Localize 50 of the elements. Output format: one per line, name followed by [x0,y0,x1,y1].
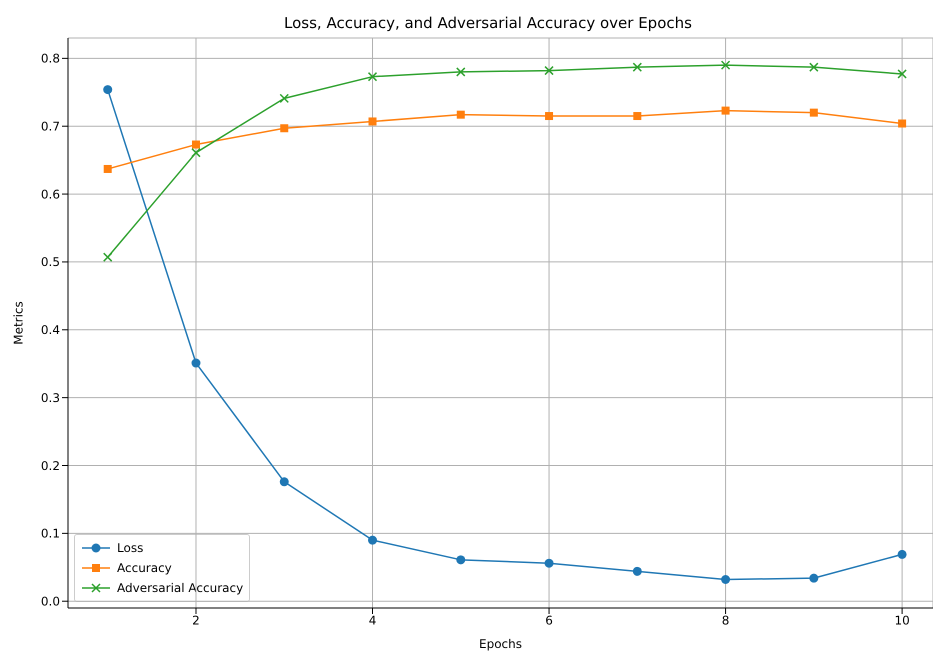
point [368,72,378,82]
x-axis-title: Epochs [479,637,522,651]
point [632,566,642,576]
point [456,555,466,564]
point [721,575,730,584]
point [104,164,112,173]
point [544,558,554,568]
point [191,358,200,368]
point [280,477,289,486]
legend-label: Accuracy [117,561,172,575]
point [280,124,288,132]
point [191,148,201,158]
x-tick-label: 6 [545,614,553,628]
y-tick-label: 0.0 [40,594,60,608]
point [809,62,819,72]
y-tick-label: 0.1 [40,526,60,541]
point [192,140,200,149]
point [456,110,465,119]
point [544,66,554,76]
point [280,94,289,104]
point [456,67,466,77]
x-tick-label: 4 [368,614,376,628]
point [722,106,730,115]
point [898,550,907,559]
point [809,574,818,583]
point [720,60,730,70]
point [898,120,906,128]
x-tick-label: 8 [722,614,730,628]
point [897,69,907,79]
legend-label: Loss [117,541,144,555]
point [545,112,554,120]
y-tick-label: 0.3 [40,390,60,405]
chart-title: Loss, Accuracy, and Adversarial Accuracy over Epochs [284,14,692,32]
point [102,252,112,262]
point [368,536,378,545]
y-tick-label: 0.6 [40,187,60,202]
x-tick-label: 2 [192,614,200,628]
legend-label: Adversarial Accuracy [117,581,244,595]
y-tick-label: 0.2 [40,458,60,473]
point [103,85,112,94]
y-tick-label: 0.7 [40,119,60,134]
y-axis-title: Metrics [11,301,26,345]
point [632,62,642,72]
point [368,117,377,126]
point [633,112,642,120]
y-tick-label: 0.5 [40,255,60,270]
y-tick-label: 0.4 [40,323,60,338]
y-tick-label: 0.8 [40,52,60,66]
point [810,108,818,117]
x-tick-label: 10 [894,614,910,628]
